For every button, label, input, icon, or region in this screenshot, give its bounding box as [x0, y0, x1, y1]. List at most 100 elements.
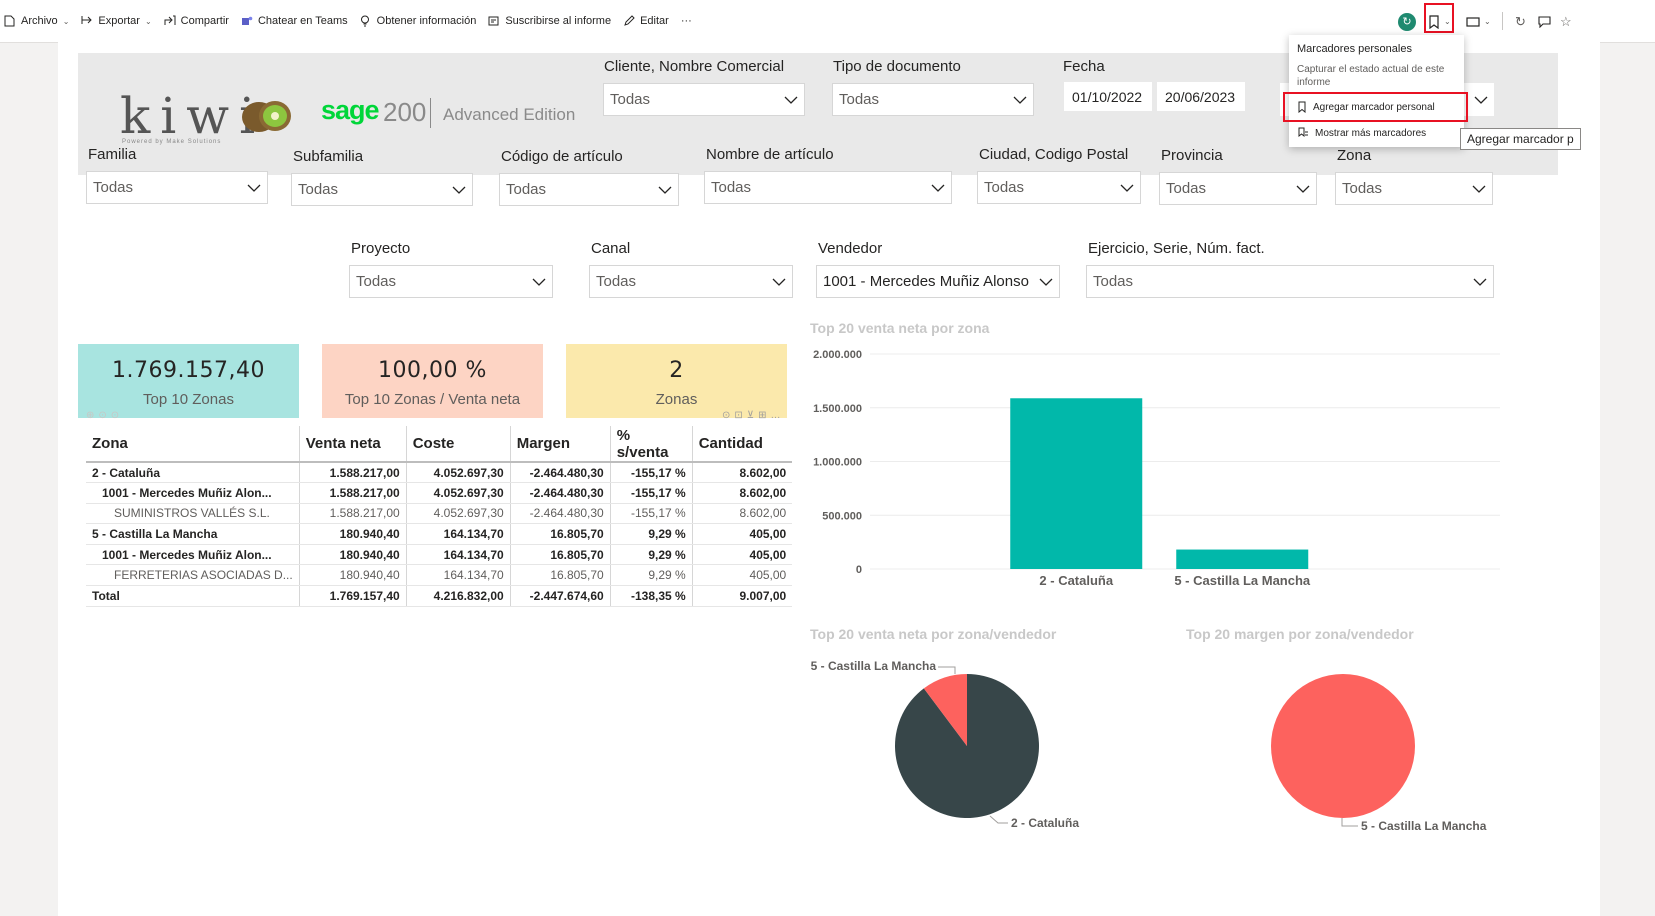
chevron-down-icon [778, 96, 804, 104]
table-cell: 180.940,40 [299, 523, 407, 545]
table-row[interactable]: 2 - Cataluña 1.588.217,00 4.052.697,30 -2.4… [86, 462, 793, 484]
bookmark-button[interactable]: ⌄ [1428, 0, 1451, 43]
toolbar-editar-button[interactable]: Editar [623, 15, 669, 27]
slicer-title-canal: Canal [591, 240, 631, 257]
slicer-title-codigo-articulo: Código de artículo [501, 148, 623, 165]
slicer-title-cliente: Cliente, Nombre Comercial [604, 58, 785, 75]
table-row[interactable]: 1001 - Mercedes Muñiz Alon... 1.588.217,0… [86, 482, 793, 504]
bar-2[interactable] [1176, 549, 1309, 569]
chevron-down-icon [1466, 185, 1492, 193]
pie-chart-margen-vendedor: 5 - Castilla La Mancha [1271, 674, 1487, 833]
view-icon [1466, 16, 1480, 27]
table-cell: 9,29 % [610, 544, 693, 566]
chevron-down-icon: ⌄ [1444, 17, 1451, 26]
slicer-ciudad-value: Todas [984, 179, 1025, 196]
table-cell: 4.052.697,30 [406, 503, 511, 525]
table-cell: 1001 - Mercedes Muñiz Alon... [86, 544, 300, 566]
slicer-ejercicio-dropdown[interactable]: Todas [1086, 265, 1494, 298]
toolbar-archivo-button[interactable]: Archivo ⌄ [4, 15, 69, 27]
col-header-cantidad[interactable]: Cantidad [692, 426, 793, 463]
col-header-coste[interactable]: Coste [406, 426, 511, 463]
chevron-down-icon [652, 186, 678, 194]
pie-slice-2[interactable] [923, 674, 967, 746]
table-cell: -2.464.480,30 [510, 503, 611, 525]
date-to-input[interactable]: 20/06/2023 [1157, 82, 1245, 111]
visual-header-icons[interactable]: ⊙⊡⊻⊞… [722, 410, 785, 421]
col-header-venta-neta[interactable]: Venta neta [299, 426, 407, 463]
table-row[interactable]: 5 - Castilla La Mancha 180.940,40 164.134,… [86, 523, 793, 545]
table-cell: 16.805,70 [510, 523, 611, 545]
col-header-margen[interactable]: Margen [510, 426, 611, 463]
add-personal-bookmark-item[interactable]: Agregar marcador personal [1297, 101, 1435, 113]
pie-leader-line [989, 815, 1008, 824]
reload-icon[interactable]: ↻ [1515, 13, 1526, 29]
slicer-canal-dropdown[interactable]: Todas [589, 265, 793, 298]
chevron-down-icon: ⌄ [1484, 17, 1491, 26]
refresh-status-icon[interactable]: ↻ [1398, 12, 1416, 31]
toolbar-item-label: Archivo [21, 15, 58, 27]
slicer-title-proyecto: Proyecto [351, 240, 411, 257]
toolbar-suscribirse-al-informe-button[interactable]: Suscribirse al informe [488, 15, 611, 27]
x-category-label: 5 - Castilla La Mancha [1174, 573, 1311, 588]
slicer-ciudad-dropdown[interactable]: Todas [977, 171, 1141, 204]
col-header-zona[interactable]: Zona [86, 426, 300, 463]
toolbar-compartir-button[interactable]: Compartir [164, 15, 229, 27]
view-button[interactable]: ⌄ [1466, 0, 1491, 43]
col-header-pct-venta[interactable]: % s/venta [610, 426, 693, 463]
slicer-nombre-articulo-dropdown[interactable]: Todas [704, 171, 952, 204]
slicer-vendedor-value: 1001 - Mercedes Muñiz Alonso [823, 273, 1029, 290]
slicer-vendedor-dropdown[interactable]: 1001 - Mercedes Muñiz Alonso [816, 265, 1060, 298]
kiwi-logo: kiwi [120, 87, 265, 145]
slicer-subfamilia-dropdown[interactable]: Todas [291, 173, 473, 206]
y-tick-label: 0 [856, 564, 862, 576]
comment-button[interactable] [1538, 0, 1551, 43]
highlight-bookmark-button [1424, 3, 1454, 33]
share-icon [164, 15, 176, 27]
sage-version: 200 [383, 97, 427, 127]
slicer-title-zona: Zona [1337, 147, 1372, 164]
pie-slice-label: 5 - Castilla La Mancha [1361, 819, 1487, 833]
slicer-cliente-dropdown[interactable]: Todas [603, 83, 805, 116]
slicer-title-subfamilia: Subfamilia [293, 148, 364, 165]
drill-icons[interactable]: ⊕⊙⊙ [86, 410, 124, 421]
table-row[interactable]: 1001 - Mercedes Muñiz Alon... 180.940,40 1… [86, 544, 793, 566]
table-cell: 8.602,00 [692, 462, 793, 484]
slicer-proyecto-dropdown[interactable]: Todas [349, 265, 553, 298]
slicer-familia-dropdown[interactable]: Todas [86, 171, 268, 204]
bar-chart: 0 500.000 1.000.000 1.500.000 2.000.000 2 - C… [813, 349, 1500, 588]
show-more-bookmarks-item[interactable]: Mostrar más marcadores [1297, 127, 1426, 139]
slicer-cliente-value: Todas [610, 91, 651, 108]
bookmark-icon [1298, 101, 1306, 113]
table-cell: 405,00 [692, 564, 793, 587]
bar-1[interactable] [1010, 398, 1143, 569]
add-personal-bookmark-label: Agregar marcador personal [1313, 101, 1435, 113]
date-from-input[interactable]: 01/10/2022 [1064, 82, 1152, 111]
slicer-title-nombre-articulo: Nombre de artículo [706, 146, 834, 163]
slicer-canal-value: Todas [596, 273, 637, 290]
chevron-down-icon: ⌄ [144, 16, 152, 26]
favorite-star-icon[interactable]: ☆ [1560, 13, 1572, 29]
pencil-icon [623, 15, 635, 27]
slicer-tipo-doc-value: Todas [839, 91, 880, 108]
edition-label: Advanced Edition [443, 105, 576, 124]
toolbar-chatear-en-teams-button[interactable]: Chatear en Teams [241, 15, 348, 27]
slicer-provincia-dropdown[interactable]: Todas [1159, 172, 1317, 205]
slicer-codigo-articulo-dropdown[interactable]: Todas [499, 173, 679, 206]
table-row[interactable]: SUMINISTROS VALLÉS S.L. 1.588.217,00 4.052… [86, 503, 793, 525]
slicer-zona-dropdown[interactable]: Todas [1335, 172, 1493, 205]
toolbar-more-button[interactable]: ··· [680, 15, 692, 27]
export-icon [81, 15, 93, 27]
toolbar-obtener-informaci-n-button[interactable]: Obtener información [360, 15, 476, 27]
slicer-tipo-doc-dropdown[interactable]: Todas [832, 83, 1034, 116]
toolbar-exportar-button[interactable]: Exportar ⌄ [81, 15, 152, 27]
table-cell: 164.134,70 [406, 544, 511, 566]
pie-slice-1[interactable] [1271, 674, 1415, 818]
table-cell: FERRETERIAS ASOCIADAS D... [86, 564, 300, 587]
kiwi-fruit-icon [242, 101, 291, 132]
table-total-row[interactable]: Total 1.769.157,40 4.216.832,00 -2.447.674,… [86, 585, 793, 607]
pie-chart-margen-title: Top 20 margen por zona/vendedor [1186, 626, 1414, 642]
slicer-title-provincia: Provincia [1161, 147, 1223, 164]
table-row[interactable]: FERRETERIAS ASOCIADAS D... 180.940,40 164.… [86, 564, 793, 587]
table-cell: 4.052.697,30 [406, 482, 511, 504]
toolbar-item-label: Suscribirse al informe [505, 15, 612, 27]
